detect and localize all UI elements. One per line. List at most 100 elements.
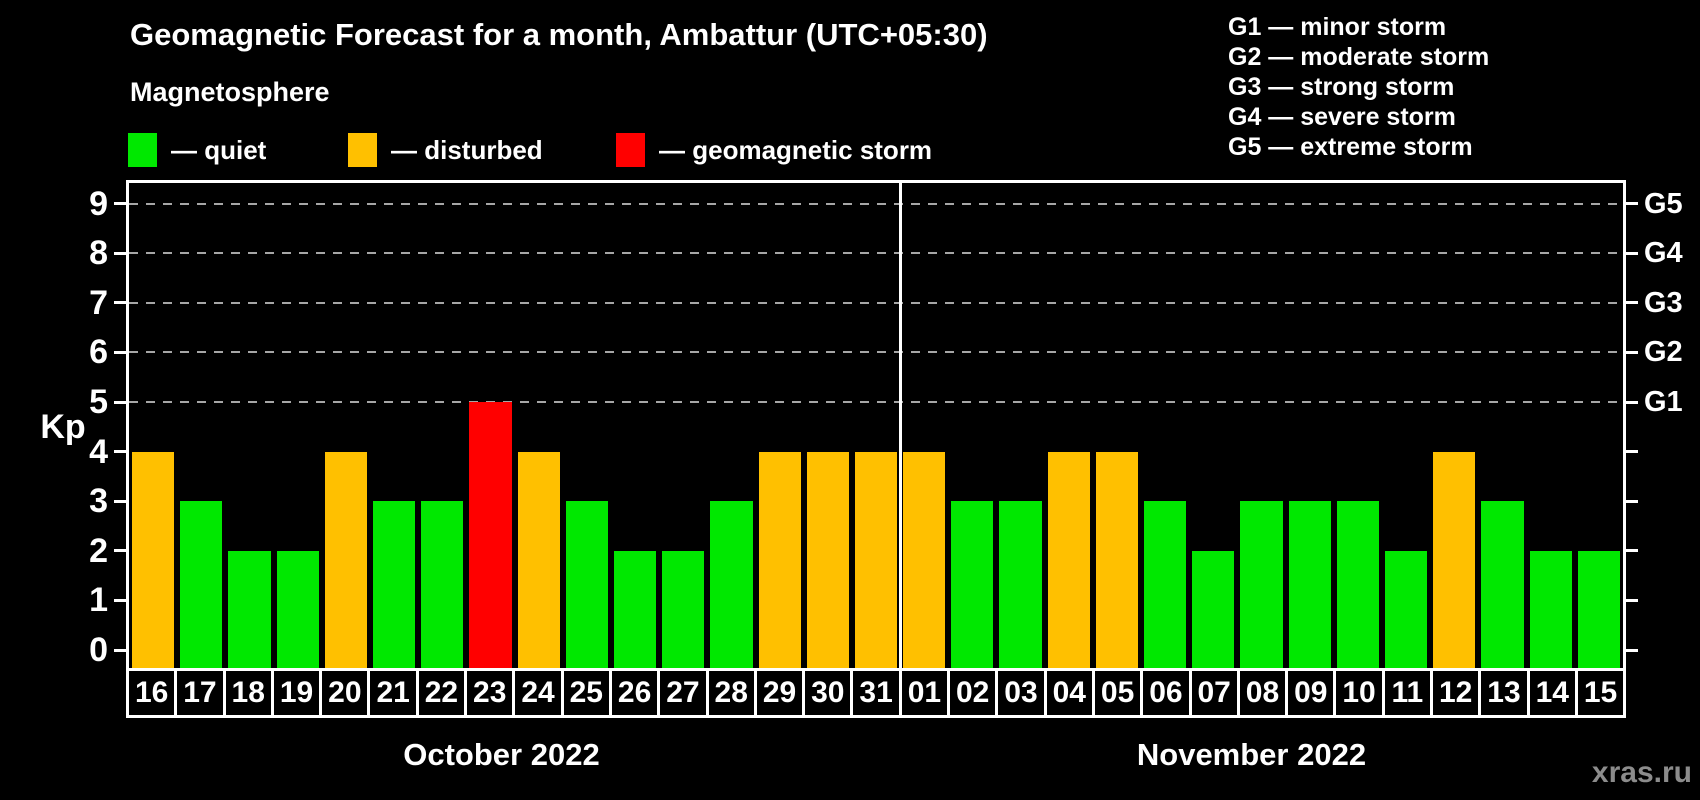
kp-bar-day-12 [1433, 451, 1476, 668]
gridline-kp7 [129, 301, 1623, 304]
g-scale-label-g4: G4 [1644, 237, 1683, 270]
y-axis-tick-left-7 [114, 301, 126, 305]
g-legend-item-5: G5 — extreme storm [1228, 133, 1473, 161]
kp-bar-day-20 [324, 451, 367, 668]
y-tick-label-1: 1 [89, 581, 108, 620]
y-axis-tick-left-3 [114, 499, 126, 503]
date-cell-23: 23 [464, 668, 516, 718]
g-legend-item-1: G1 — minor storm [1228, 13, 1447, 41]
kp-bar-day-16 [132, 451, 175, 668]
kp-bar-day-22 [421, 501, 464, 668]
date-cell-20: 20 [319, 668, 371, 718]
date-cell-30: 30 [802, 668, 854, 718]
date-cell-07: 07 [1188, 668, 1240, 718]
legend-item-disturbed: — disturbed [348, 131, 543, 169]
kp-bar-day-03 [999, 501, 1042, 668]
gridline-kp6 [129, 351, 1623, 354]
kp-bar-day-24 [517, 451, 560, 668]
y-axis-tick-left-4 [114, 450, 126, 454]
kp-bar-day-29 [758, 451, 801, 668]
month-label-0: October 2022 [403, 737, 600, 772]
y-axis-tick-right-7 [1626, 301, 1638, 305]
date-cell-13: 13 [1478, 668, 1530, 718]
y-axis-tick-right-9 [1626, 202, 1638, 206]
date-cell-18: 18 [222, 668, 274, 718]
date-cell-05: 05 [1091, 668, 1144, 718]
date-cell-31: 31 [850, 668, 902, 718]
g-scale-label-g2: G2 [1644, 336, 1683, 369]
legend-item-quiet: — quiet [128, 131, 266, 169]
kp-bar-day-31 [854, 451, 898, 668]
legend-swatch-disturbed [348, 133, 377, 167]
kp-bar-day-27 [662, 550, 705, 668]
kp-bar-day-10 [1336, 501, 1380, 668]
y-tick-label-6: 6 [89, 333, 108, 372]
date-cell-11: 11 [1381, 668, 1434, 718]
y-axis-tick-right-0 [1626, 648, 1638, 652]
legend-label-disturbed: — disturbed [391, 134, 543, 165]
legend-swatch-quiet [128, 133, 157, 167]
g-scale-label-g5: G5 [1644, 187, 1683, 220]
y-axis-tick-right-8 [1626, 251, 1638, 255]
g-scale-label-g3: G3 [1644, 286, 1683, 319]
y-axis-tick-right-2 [1626, 549, 1638, 553]
kp-bar-day-07 [1192, 550, 1235, 668]
month-labels-row: October 2022 November 2022 [126, 724, 1626, 786]
month-separator [898, 183, 902, 668]
date-cell-14: 14 [1526, 668, 1578, 718]
gridline-kp5 [129, 401, 1623, 403]
date-cell-25: 25 [560, 668, 612, 718]
kp-bar-day-08 [1240, 501, 1283, 668]
y-tick-label-9: 9 [89, 184, 108, 223]
kp-bar-day-15 [1577, 550, 1620, 668]
date-cell-21: 21 [367, 668, 419, 718]
kp-bar-day-25 [565, 501, 608, 668]
kp-bar-day-06 [1144, 501, 1187, 668]
watermark: xras.ru [1591, 756, 1692, 789]
kp-bar-day-11 [1385, 550, 1428, 668]
y-axis-tick-left-6 [114, 350, 126, 354]
kp-bar-day-26 [613, 550, 657, 668]
date-cell-09: 09 [1285, 668, 1337, 718]
kp-bar-day-02 [951, 501, 994, 668]
date-cell-26: 26 [608, 668, 661, 718]
plot-area [126, 180, 1626, 671]
month-label-1: November 2022 [1136, 737, 1367, 772]
date-cell-08: 08 [1236, 668, 1289, 718]
y-axis-tick-right-4 [1626, 450, 1638, 454]
gridline-kp8 [129, 252, 1623, 255]
legend-label-storm: — geomagnetic storm [659, 134, 933, 165]
y-axis-tick-left-9 [114, 202, 126, 206]
y-axis-tick-left-1 [114, 598, 126, 602]
date-cell-15: 15 [1574, 668, 1627, 718]
date-cell-12: 12 [1430, 668, 1482, 718]
kp-bar-day-01 [903, 451, 946, 668]
date-cell-02: 02 [947, 668, 999, 718]
y-axis-tick-left-0 [114, 648, 126, 652]
y-tick-label-0: 0 [89, 631, 108, 669]
date-cell-27: 27 [657, 668, 709, 718]
date-cell-22: 22 [415, 668, 468, 718]
legend-item-storm: — geomagnetic storm [616, 131, 932, 169]
y-axis-tick-left-2 [114, 549, 126, 553]
kp-bar-day-23 [469, 402, 512, 668]
y-axis-tick-right-5 [1626, 400, 1638, 404]
chart-subtitle: Magnetosphere [130, 77, 330, 107]
y-axis-title: Kp [40, 408, 86, 446]
y-tick-label-8: 8 [89, 234, 108, 273]
g-legend-item-3: G3 — strong storm [1228, 73, 1455, 101]
y-axis-tick-left-8 [114, 251, 126, 255]
date-cell-19: 19 [270, 668, 323, 718]
y-tick-label-2: 2 [89, 531, 108, 570]
kp-bar-day-05 [1095, 451, 1139, 668]
kp-bar-day-18 [228, 550, 271, 668]
date-cell-29: 29 [753, 668, 806, 718]
kp-bar-day-13 [1481, 501, 1524, 668]
kp-bar-day-21 [372, 501, 416, 668]
date-cell-04: 04 [1043, 668, 1095, 718]
date-cell-06: 06 [1140, 668, 1192, 718]
y-axis-tick-right-3 [1626, 499, 1638, 503]
y-tick-label-4: 4 [89, 432, 108, 471]
kp-bar-day-19 [276, 550, 319, 668]
